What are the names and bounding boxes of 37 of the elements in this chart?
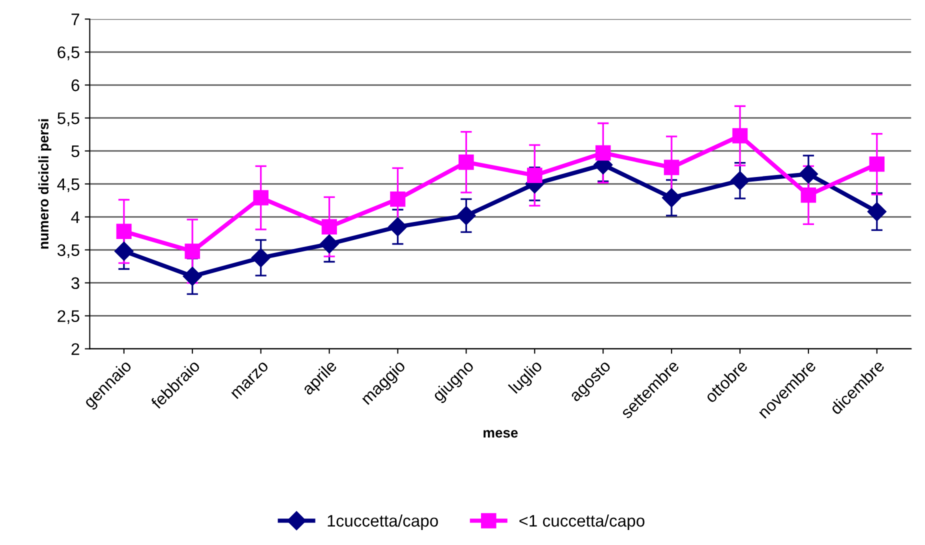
point — [114, 242, 134, 261]
point — [320, 234, 339, 254]
point — [388, 217, 408, 236]
x-axis-title: mese — [484, 430, 518, 438]
y-tick-label: 6 — [72, 79, 80, 92]
point — [116, 224, 132, 240]
point — [527, 168, 542, 184]
point — [798, 164, 818, 184]
point — [182, 266, 202, 286]
y-tick-label: 6,5 — [58, 46, 80, 60]
point — [867, 202, 886, 222]
point — [664, 160, 680, 176]
point — [869, 156, 885, 172]
point — [251, 248, 270, 268]
y-tick-label: 7 — [72, 14, 80, 26]
point — [732, 128, 748, 144]
y-tick-label: 2,5 — [58, 310, 80, 324]
y-axis-title: numero dicicli persi — [38, 119, 52, 249]
legend-label: 1cuccetta/capo — [328, 514, 438, 530]
y-tick-label: 5 — [71, 146, 80, 158]
y-tick-label: 4,5 — [57, 178, 80, 192]
point — [390, 191, 406, 207]
point — [253, 190, 268, 206]
point — [800, 188, 816, 203]
point — [662, 188, 682, 208]
point — [322, 219, 337, 234]
point — [730, 171, 750, 190]
point — [595, 145, 611, 161]
y-tick-label: 5,5 — [58, 112, 80, 126]
legend-label: <1 cuccetta/capo — [519, 514, 644, 530]
y-tick-label: 2 — [72, 343, 80, 355]
y-tick-label: 3 — [71, 277, 80, 290]
y-tick-label: 3,5 — [57, 244, 80, 258]
point — [184, 244, 200, 259]
point — [456, 206, 476, 226]
point — [458, 154, 474, 170]
y-tick-label: 4 — [71, 211, 80, 223]
